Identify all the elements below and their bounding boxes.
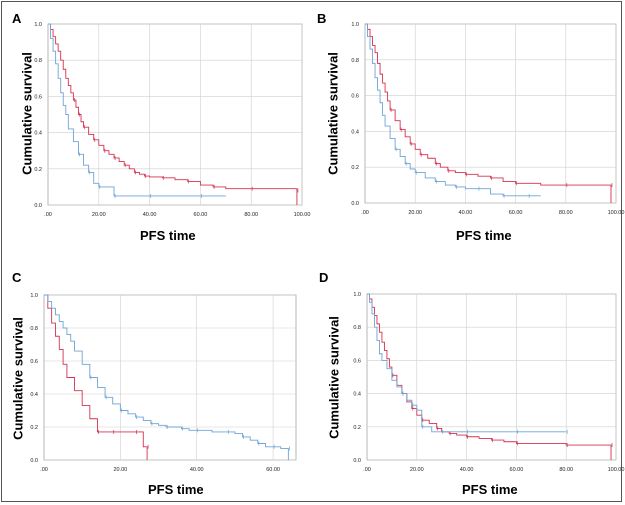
y-tick-label: 0.0 — [351, 201, 359, 207]
survival-curve-blue — [365, 23, 541, 197]
survival-curve-blue — [367, 293, 567, 433]
y-tick-label: 1.0 — [30, 293, 38, 299]
x-tick-label: 20.00 — [410, 467, 424, 473]
survival-curve-red — [365, 23, 612, 203]
x-tick-label: 80.00 — [244, 212, 258, 218]
chart-a: 0.0 0.2 0.4 0.6 0.8 1.0 .00 20.00 40.00 60.00 80.0… — [34, 22, 311, 218]
y-tick-label: 0.4 — [34, 131, 42, 137]
plot-frame — [43, 294, 297, 461]
y-tick-label: 0.2 — [351, 165, 359, 171]
x-tick-label: 40.00 — [143, 212, 157, 218]
y-tick-label: 0.4 — [353, 392, 361, 398]
plot-frame — [366, 293, 617, 461]
x-tick-label: 100.00 — [294, 212, 311, 218]
x-tick-label: 60.00 — [509, 210, 523, 216]
chart-b: 0.0 0.2 0.4 0.6 0.8 1.0 .00 20.00 40.00 60.00 80.0… — [351, 22, 625, 216]
y-tick-label: 0.6 — [353, 358, 361, 364]
y-tick-label: 0.4 — [351, 129, 359, 135]
panel-c: C Cumulative survival 0.0 0.2 0.4 0.6 0.8 1.0… — [0, 252, 312, 504]
y-tick-label: 0.0 — [34, 203, 42, 209]
y-tick-label: 0.6 — [351, 94, 359, 100]
x-tick-label: 20.00 — [92, 212, 106, 218]
x-tick-label: 80.00 — [559, 467, 573, 473]
x-tick-label: 20.00 — [113, 467, 127, 473]
x-tick-label: 100.00 — [608, 210, 625, 216]
x-tick-label: 60.00 — [194, 212, 208, 218]
x-axis-label: PFS time — [456, 228, 512, 243]
survival-curve-red — [44, 294, 148, 460]
y-tick-label: 0.2 — [34, 167, 42, 173]
y-tick-label: 1.0 — [351, 22, 359, 28]
survival-curve-red — [48, 23, 298, 205]
y-tick-label: 0.8 — [30, 326, 38, 332]
x-tick-label: 80.00 — [559, 210, 573, 216]
x-tick-label: 20.00 — [408, 210, 422, 216]
y-tick-label: 0.8 — [351, 58, 359, 64]
y-tick-label: 1.0 — [353, 292, 361, 298]
x-tick-label: 100.00 — [608, 467, 625, 473]
panel-b: B Cumulative survival 0.0 0.2 0.4 0.6 0.8 1.0… — [312, 0, 624, 252]
x-tick-label: .00 — [363, 467, 371, 473]
survival-curve-blue — [48, 23, 226, 197]
panel-letter: D — [319, 270, 329, 285]
y-tick-label: 0.6 — [30, 359, 38, 365]
panel-d: D Cumulative survival 0.0 0.2 0.4 0.6 0.8 1.0… — [312, 252, 624, 504]
x-tick-label: 40.00 — [190, 467, 204, 473]
survival-curve-blue — [44, 294, 289, 460]
x-axis-label: PFS time — [140, 228, 196, 243]
panel-letter: A — [12, 11, 22, 26]
y-tick-label: 0.8 — [34, 58, 42, 64]
y-tick-label: 0.0 — [30, 458, 38, 464]
chart-c: 0.0 0.2 0.4 0.6 0.8 1.0 .00 20.00 40.00 60.00 — [30, 293, 297, 473]
chart-d: 0.0 0.2 0.4 0.6 0.8 1.0 .00 20.00 40.00 60.00 80.0… — [353, 292, 625, 473]
y-tick-label: 0.4 — [30, 392, 38, 398]
y-tick-label: 0.2 — [353, 425, 361, 431]
x-axis-label: PFS time — [462, 482, 518, 497]
x-tick-label: .00 — [40, 467, 48, 473]
x-tick-label: 60.00 — [266, 467, 280, 473]
y-tick-label: 0.0 — [353, 458, 361, 464]
panel-a: A Cumulative survival 0.0 0.2 0.4 0.6 0.8 1.0… — [0, 0, 312, 252]
survival-curve-red — [367, 293, 612, 460]
x-tick-label: 40.00 — [460, 467, 474, 473]
y-tick-label: 0.2 — [30, 425, 38, 431]
panel-letter: C — [12, 270, 22, 285]
x-tick-label: .00 — [44, 212, 52, 218]
y-tick-label: 0.6 — [34, 94, 42, 100]
x-tick-label: 60.00 — [510, 467, 524, 473]
x-axis-label: PFS time — [148, 482, 204, 497]
y-tick-label: 0.8 — [353, 325, 361, 331]
x-tick-label: 40.00 — [459, 210, 473, 216]
x-tick-label: .00 — [361, 210, 369, 216]
panel-letter: B — [317, 11, 327, 26]
y-tick-label: 1.0 — [34, 22, 42, 28]
